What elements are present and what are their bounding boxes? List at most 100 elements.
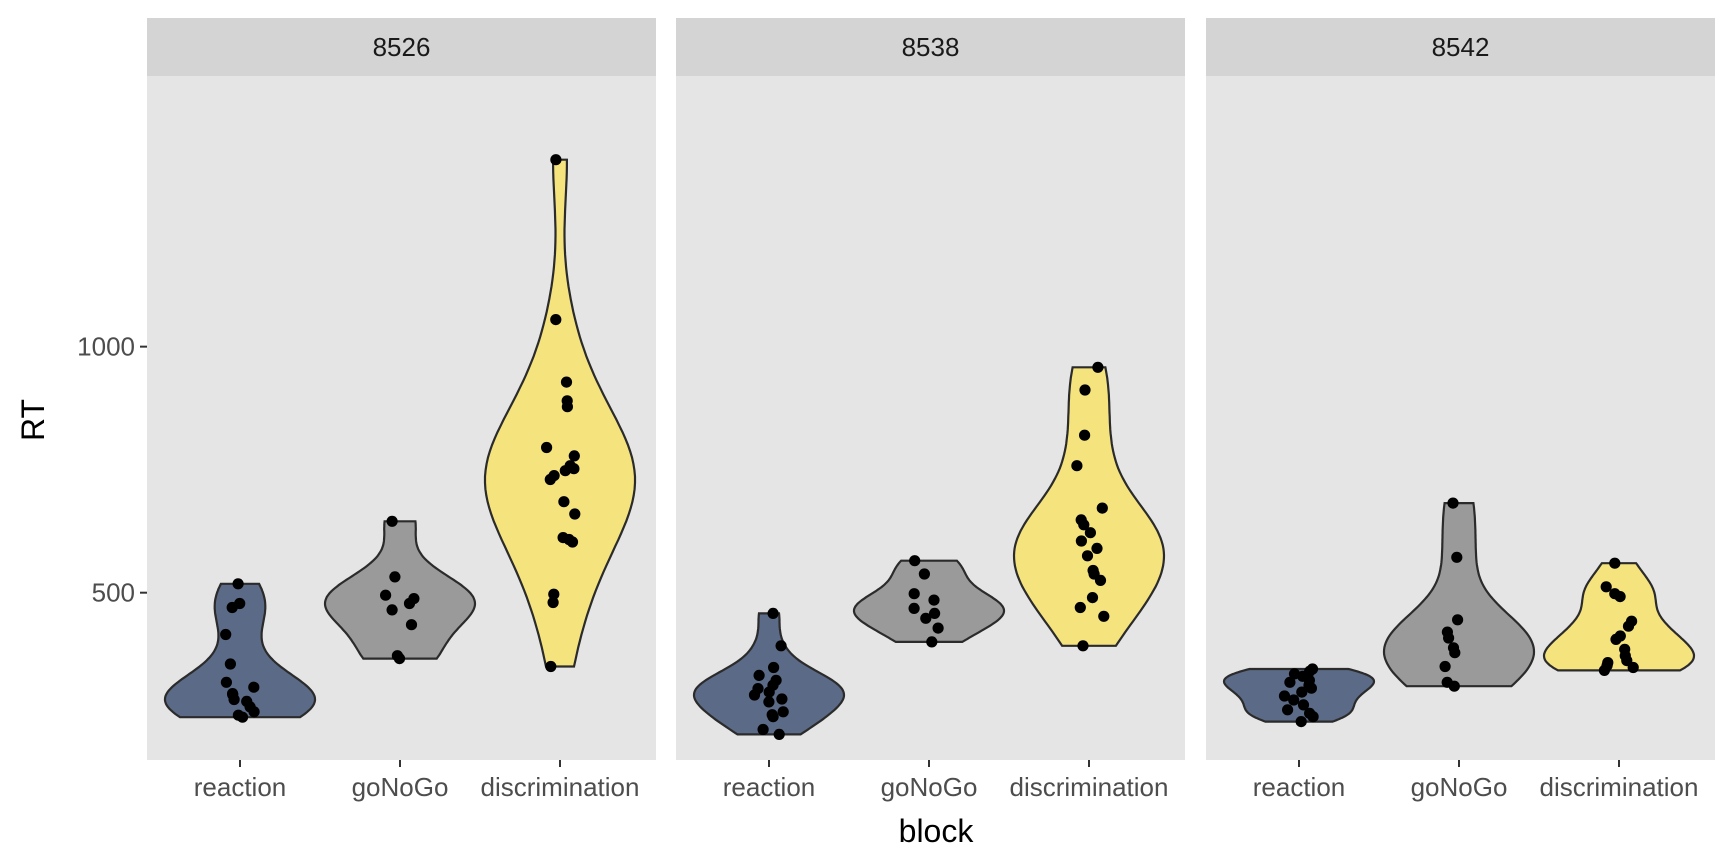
data-point <box>1278 690 1291 702</box>
data-point <box>1284 676 1296 688</box>
data-point <box>386 515 398 527</box>
panel-8526: 8526 reaction goNoGo discrimination <box>147 18 656 802</box>
data-point <box>550 154 562 166</box>
data-point <box>224 658 236 670</box>
data-point <box>232 578 244 590</box>
x-tick-label: goNoGo <box>1411 772 1508 802</box>
data-point <box>918 568 931 580</box>
facet-label: 8526 <box>373 32 431 62</box>
y-tick-label: 1000 <box>77 332 135 362</box>
violin-reaction <box>692 612 846 736</box>
violin-goNoGo <box>323 520 477 660</box>
x-tick-label: discrimination <box>1010 772 1169 802</box>
data-point <box>386 604 398 616</box>
data-point <box>548 588 560 600</box>
data-point <box>1091 542 1103 555</box>
data-point <box>1627 661 1639 674</box>
x-axis-title: block <box>899 813 975 849</box>
data-point <box>1451 551 1463 563</box>
data-point <box>926 636 938 648</box>
data-point <box>1074 601 1086 614</box>
y-axis-title: RT <box>15 399 51 441</box>
data-point <box>1084 527 1096 539</box>
data-point <box>1086 592 1099 604</box>
facet-label: 8538 <box>902 32 960 62</box>
data-point <box>569 508 581 520</box>
facet-strip <box>147 18 656 76</box>
data-point <box>1075 535 1087 547</box>
data-point <box>1098 610 1110 622</box>
data-point <box>908 588 920 600</box>
data-point <box>1305 682 1317 694</box>
data-point <box>544 473 556 486</box>
data-point <box>1288 694 1300 706</box>
x-tick-label: reaction <box>194 772 287 802</box>
data-point <box>777 706 789 718</box>
data-point <box>560 376 573 388</box>
data-point <box>566 536 579 548</box>
data-point <box>248 706 260 718</box>
violin-discrimination <box>1012 366 1166 647</box>
data-point <box>393 653 406 665</box>
data-point <box>748 689 761 701</box>
data-point <box>757 723 769 736</box>
data-point <box>1600 581 1612 593</box>
data-point <box>767 607 779 620</box>
data-point <box>932 622 944 634</box>
panel-8538: 8538 reaction goNoGo discrimination <box>676 18 1185 802</box>
data-point <box>1079 429 1091 441</box>
data-point <box>561 401 574 413</box>
data-point <box>568 463 580 475</box>
data-point <box>380 589 392 601</box>
data-point <box>1609 557 1621 569</box>
data-point <box>1078 519 1090 531</box>
x-tick-label: goNoGo <box>881 772 978 802</box>
data-point <box>568 450 580 462</box>
data-point <box>767 711 779 723</box>
data-point <box>1448 680 1460 692</box>
data-point <box>929 607 941 620</box>
data-point <box>1094 574 1107 587</box>
data-point <box>1297 699 1310 711</box>
data-point <box>1081 550 1094 562</box>
data-point <box>1439 660 1451 673</box>
facet-strip <box>676 18 1185 76</box>
data-point <box>753 669 765 682</box>
data-point <box>403 597 416 610</box>
data-point <box>768 661 780 674</box>
data-point <box>547 596 559 609</box>
data-point <box>775 640 787 652</box>
data-point <box>1296 686 1308 698</box>
data-point <box>763 696 775 708</box>
data-point <box>763 686 775 698</box>
data-point <box>220 676 232 688</box>
data-point <box>405 619 418 631</box>
data-point <box>1622 620 1635 632</box>
facet-strip <box>1206 18 1715 76</box>
data-point <box>1295 716 1307 728</box>
panel-8542: 8542 reaction goNoGo discrimination <box>1206 18 1715 802</box>
data-point <box>1077 640 1089 652</box>
y-tick-label: 500 <box>92 578 135 608</box>
data-point <box>1452 614 1464 626</box>
data-point <box>909 555 921 567</box>
y-axis: 500 1000 <box>77 332 147 608</box>
data-point <box>550 314 562 326</box>
data-point <box>1610 633 1622 646</box>
data-point <box>1092 361 1104 373</box>
facet-label: 8542 <box>1432 32 1490 62</box>
data-point <box>1307 711 1319 723</box>
violin-discrimination <box>1542 562 1696 672</box>
data-point <box>908 602 920 615</box>
data-point <box>1282 704 1294 716</box>
data-point <box>1614 591 1626 603</box>
data-point <box>1079 384 1091 396</box>
data-point <box>776 693 788 705</box>
x-tick-label: reaction <box>1253 772 1346 802</box>
data-point <box>1449 647 1461 659</box>
x-tick-label: reaction <box>723 772 816 802</box>
x-tick-label: discrimination <box>481 772 640 802</box>
data-point <box>226 601 238 614</box>
data-point <box>928 594 940 606</box>
